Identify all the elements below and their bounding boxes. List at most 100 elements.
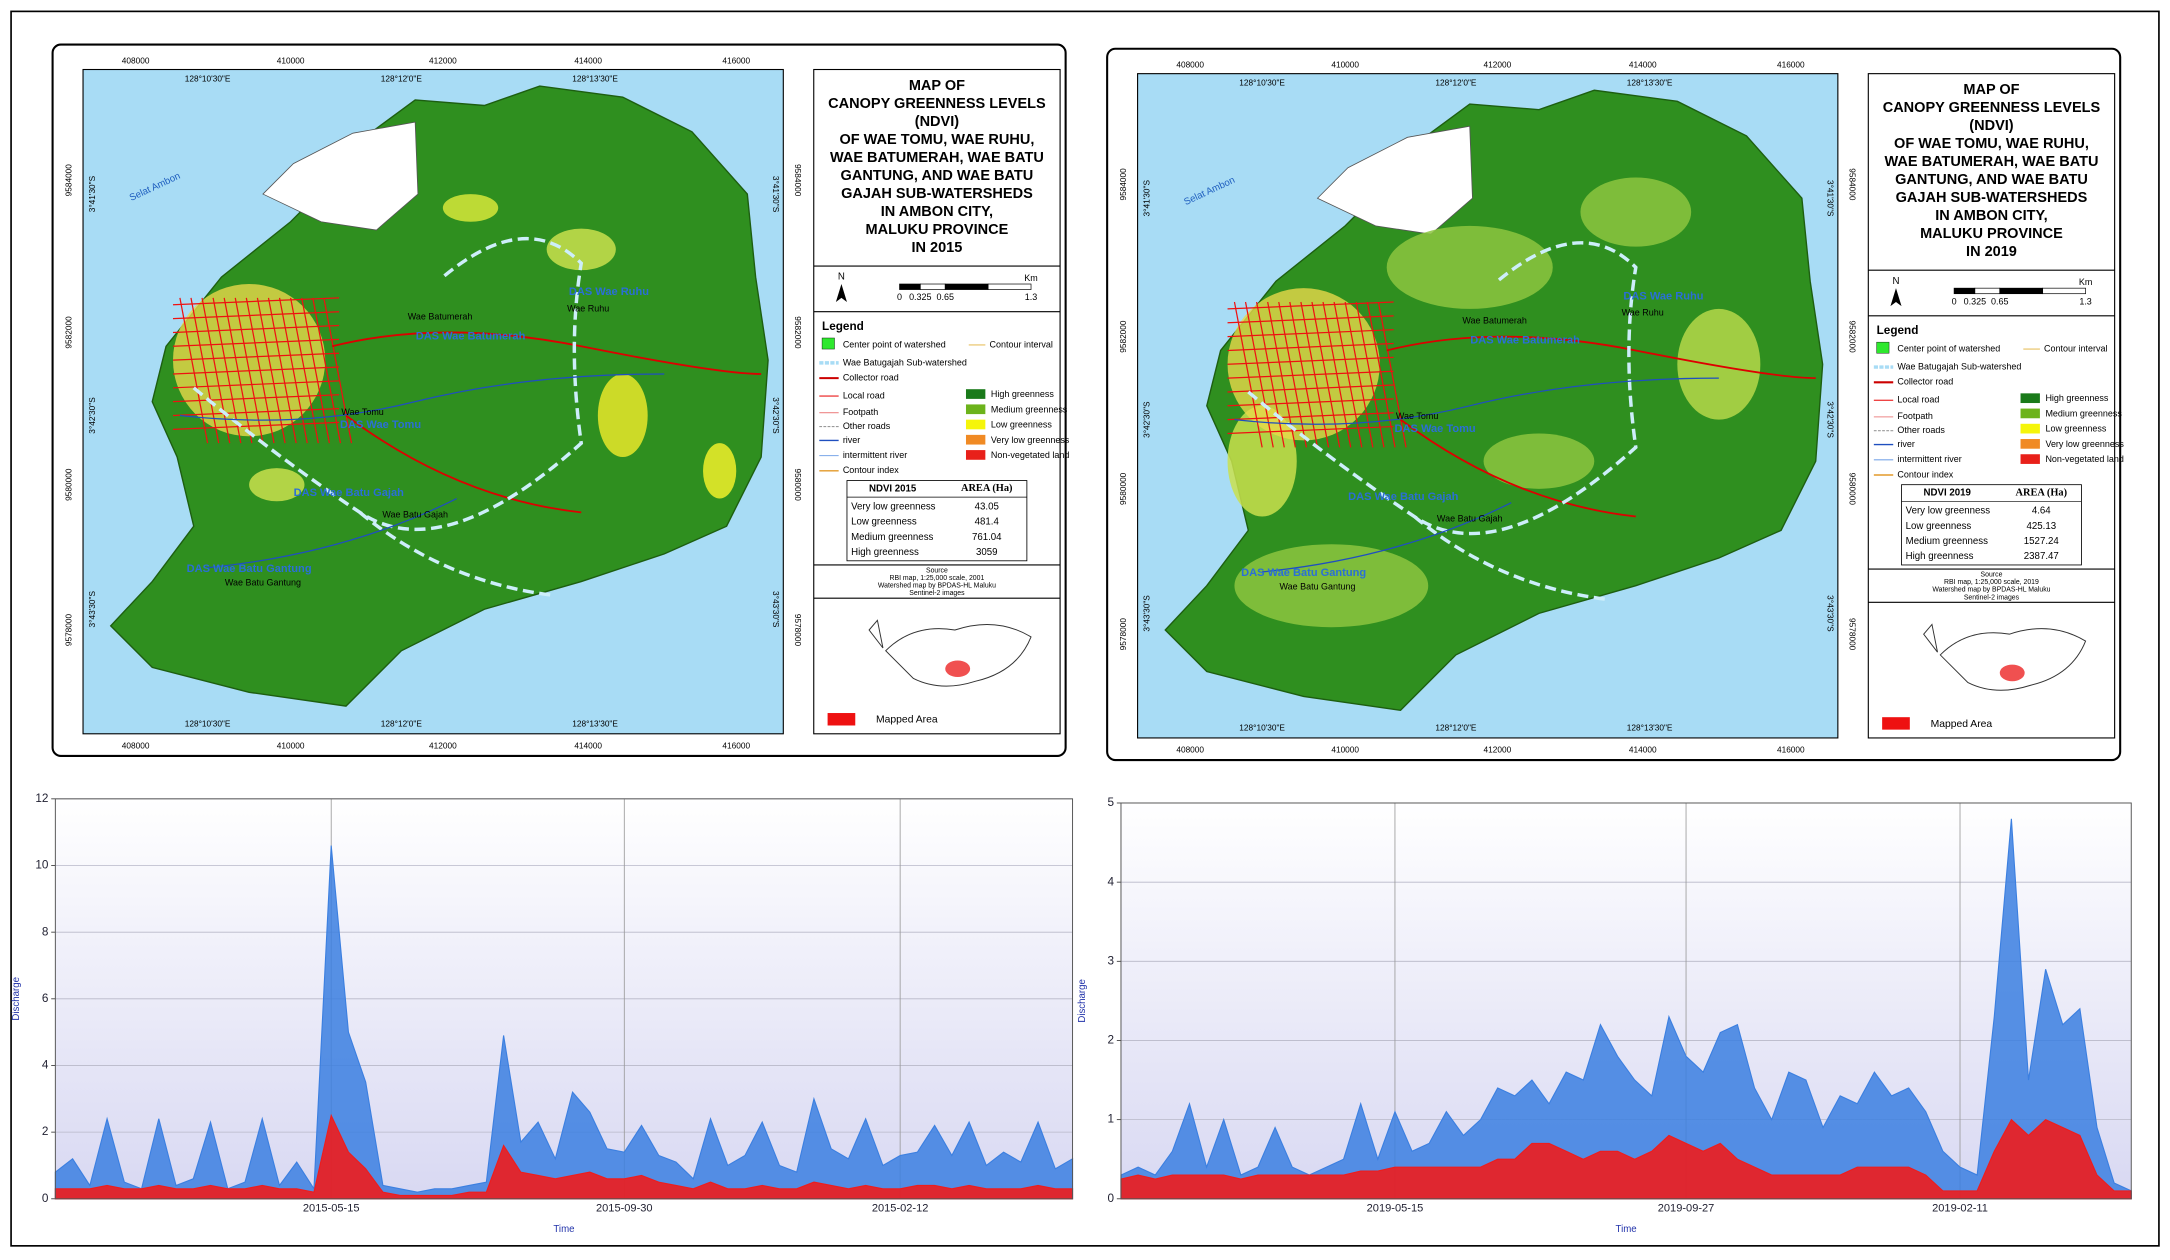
legend-label: Low greenness (991, 420, 1052, 430)
road (1366, 301, 1396, 448)
y-tick-label: 2 (1108, 1034, 1115, 1047)
road (1227, 425, 1394, 435)
area-table (846, 480, 1028, 562)
table-cell: Medium greenness (1906, 536, 1988, 547)
road (1227, 342, 1394, 352)
northing-label: 9582000 (1848, 320, 1858, 353)
latitude-label: 3°42'30"S (1825, 401, 1835, 438)
greenness-patch (1580, 177, 1692, 247)
northing-label: 9582000 (1118, 320, 1128, 353)
y-tick-label: 4 (42, 1059, 49, 1072)
longitude-label: 128°10'30"E (185, 73, 231, 83)
road (1344, 301, 1374, 448)
y-axis-label: Discharge (1077, 979, 1088, 1023)
legend-label: river (1897, 439, 1914, 449)
legend-swatch (2020, 408, 2040, 419)
scale-bar (987, 283, 1032, 290)
map-title: IN 2015 (911, 240, 962, 256)
latitude-label: 3°41'30"S (1825, 180, 1835, 217)
table-cell: 425.13 (2026, 521, 2056, 532)
road (1227, 301, 1394, 310)
legend-label: Non-vegetated land (2045, 454, 2123, 464)
northing-label: 9578000 (1118, 618, 1128, 651)
legend-label: Contour interval (2044, 343, 2107, 353)
map-title: OF WAE TOMU, WAE RUHU, (1894, 136, 2089, 152)
north-arrow-symbol (835, 284, 847, 303)
table-cell: 481.4 (975, 517, 1000, 528)
legend-label: Medium greenness (2045, 408, 2122, 418)
legend-title: Legend (822, 320, 864, 333)
road (1377, 301, 1407, 448)
road (172, 380, 340, 389)
place-label: Wae Batu Gantung (1279, 581, 1355, 591)
source-text: Source (1981, 571, 2003, 578)
x-tick-label: 2019-09-27 (1658, 1202, 1715, 1214)
greenness-patch (597, 373, 648, 458)
longitude-label: 128°10'30"E (1239, 722, 1285, 732)
x-tick-label: 2015-05-15 (303, 1202, 360, 1214)
map-title: GANTUNG, AND WAE BATU (1895, 172, 2088, 188)
latitude-label: 3°43'30"S (771, 591, 781, 628)
discharge-smoothed-area (54, 1113, 1074, 1200)
collector-road (331, 331, 762, 514)
legend-swatch (965, 389, 986, 399)
easting-label: 414000 (1629, 60, 1657, 70)
legend-label: Low greenness (2045, 424, 2106, 434)
inset-outline (1923, 623, 2087, 691)
legend-label: intermittent river (843, 450, 907, 460)
collector-road (1386, 335, 1816, 518)
legend-label: Very low greenness (2045, 439, 2124, 449)
legend-label: Footpath (1897, 411, 1932, 421)
latitude-label: 3°42'30"S (87, 397, 97, 434)
place-label: Wae Batu Gajah (1437, 514, 1503, 524)
place-label: DAS Wae Batu Gantung (1241, 567, 1366, 579)
table-header: NDVI 2015 (869, 483, 917, 494)
place-label: DAS Wae Ruhu (569, 286, 649, 298)
road (172, 352, 340, 361)
place-label: Wae Batu Gantung (225, 577, 301, 587)
easting-label: 408000 (122, 55, 150, 65)
greenness-patch (1234, 544, 1429, 628)
map-title: MALUKU PROVINCE (1920, 226, 2063, 242)
latitude-label: 3°41'30"S (1141, 180, 1151, 217)
map-panel: 408000 408000 410000 410000 412000 412000 4140… (1106, 47, 2124, 762)
easting-label: 414000 (1629, 745, 1657, 755)
x-axis-label: Time (1616, 1224, 1637, 1235)
road (172, 366, 340, 375)
place-label: DAS Wae Tomu (340, 419, 421, 431)
legend-swatch (965, 419, 986, 430)
scale-label: 1.3 (2079, 296, 2092, 306)
bay (262, 121, 419, 231)
northing-label: 9580000 (63, 468, 73, 501)
y-tick-label: 0 (42, 1192, 49, 1205)
legend-label: Contour index (1897, 469, 1953, 479)
inset-label: Mapped Area (876, 715, 938, 726)
road (1227, 398, 1394, 407)
place-label: Wae Batu Gajah (382, 510, 448, 520)
road (323, 297, 353, 444)
latitude-label: 3°43'30"S (87, 591, 97, 628)
greenness-patch (249, 468, 305, 502)
plot-border (1120, 802, 2132, 1200)
legend-label: Local road (843, 390, 885, 400)
x-tick-label: 2015-09-30 (596, 1202, 653, 1214)
longitude-label: 128°12'0"E (381, 718, 423, 728)
y-axis-label: Discharge (11, 977, 22, 1021)
legend-swatch (2020, 393, 2040, 404)
latitude-label: 3°41'30"S (87, 175, 97, 212)
table-cell: Low greenness (851, 517, 917, 528)
scale-unit: Km (2079, 277, 2092, 287)
scale-unit: Km (1024, 273, 1037, 283)
map-title: GANTUNG, AND WAE BATU (841, 168, 1034, 184)
map-title: (NDVI) (1969, 118, 2014, 134)
legend-label: Contour interval (990, 339, 1053, 349)
north-arrow: N (1892, 276, 1899, 287)
discharge-smoothed-area (1120, 1118, 2132, 1200)
legend-swatch (2020, 423, 2040, 434)
greenness-patch (1386, 225, 1553, 309)
legend-swatch (2020, 439, 2040, 449)
longitude-label: 128°10'30"E (1239, 78, 1285, 88)
road (172, 311, 340, 320)
road (1227, 356, 1394, 365)
legend-label: Contour index (843, 465, 899, 475)
